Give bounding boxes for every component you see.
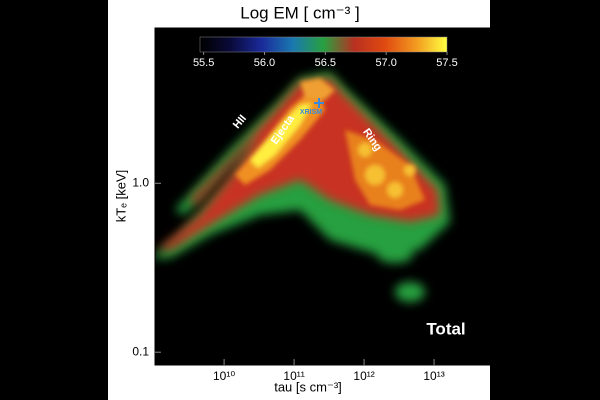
colorbar-tick-label: 56.0	[254, 57, 275, 69]
heatmap-core	[235, 78, 425, 210]
chart-title: Log EM [ cm⁻³ ]	[240, 3, 360, 22]
plot-border	[154, 27, 491, 366]
colorbar-tick-label: 55.5	[193, 57, 214, 69]
heatmap	[155, 72, 450, 302]
heatmap-middle	[158, 78, 440, 250]
colorbar	[199, 36, 448, 53]
y-tick-label: 0.1	[132, 344, 149, 358]
x-tick-label: 10¹¹	[283, 369, 304, 383]
colorbar-tick-label: 57.0	[375, 57, 396, 69]
x-tick-label: 10¹⁰	[213, 369, 235, 383]
xrism-marker	[314, 98, 324, 108]
colorbar-tick-label: 57.5	[436, 57, 457, 69]
x-tick-label: 10¹³	[423, 369, 444, 383]
y-axis-label: kTₑ [keV]	[113, 170, 128, 223]
annotation: XRISM	[300, 109, 322, 116]
x-tick-label: 10¹²	[353, 369, 374, 383]
colorbar-tick-label: 56.5	[315, 57, 336, 69]
x-axis-label: tau [s cm⁻³]	[274, 379, 342, 394]
y-tick-label: 1.0	[132, 175, 149, 189]
annotation: Total	[426, 319, 465, 338]
